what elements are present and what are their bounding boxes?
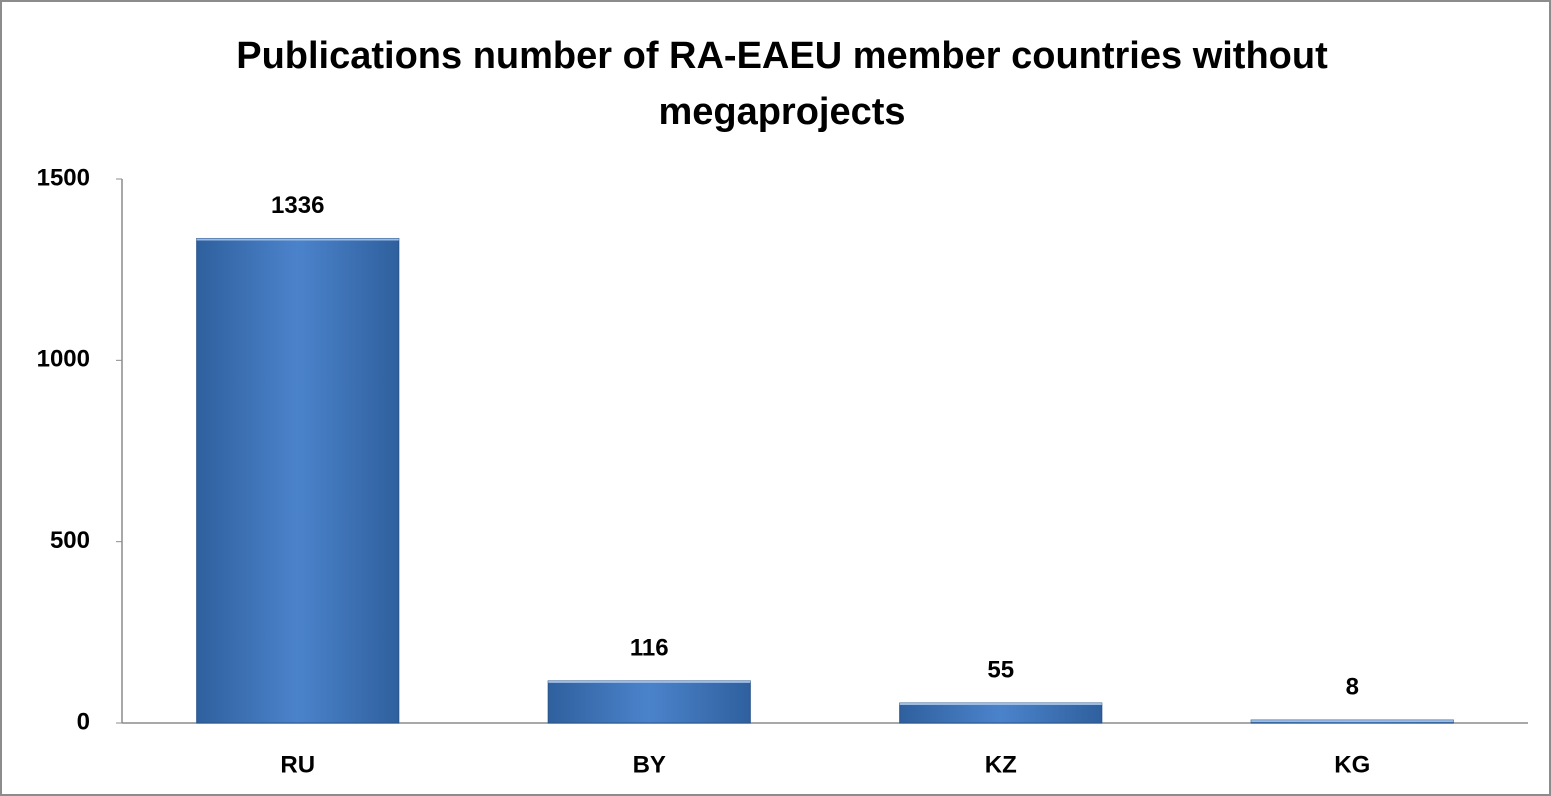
x-tick-label: KZ — [985, 751, 1017, 778]
y-tick-label: 0 — [77, 708, 90, 735]
value-label: 116 — [630, 634, 669, 661]
chart-title: Publications number of RA-EAEU member co… — [236, 35, 1328, 133]
y-tick-label: 1500 — [37, 164, 90, 191]
bar — [547, 680, 751, 724]
bar — [899, 702, 1103, 724]
y-tick-label: 500 — [50, 527, 90, 554]
x-tick-label: RU — [280, 751, 315, 778]
x-tick-label: KG — [1334, 751, 1370, 778]
value-label: 1336 — [271, 192, 324, 219]
bar — [196, 237, 400, 724]
value-label: 8 — [1346, 673, 1359, 700]
y-tick-label: 1000 — [37, 346, 90, 373]
value-label: 55 — [987, 656, 1014, 683]
x-tick-label: BY — [633, 751, 666, 778]
